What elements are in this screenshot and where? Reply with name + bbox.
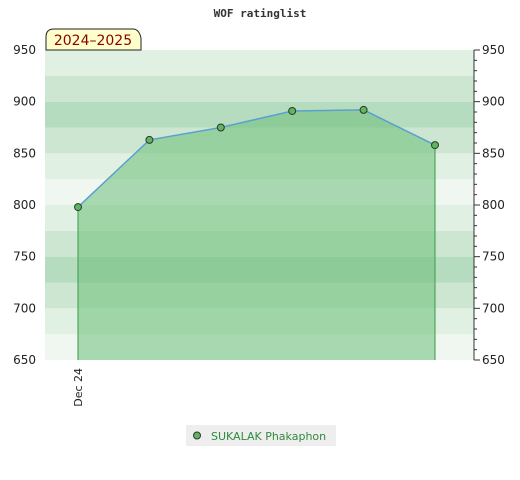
y-tick-left-850: 850 xyxy=(13,146,36,160)
y-tick-left-950: 950 xyxy=(13,43,36,57)
band-900 xyxy=(45,75,474,102)
chart-title: WOF ratinglist xyxy=(214,7,307,20)
data-point xyxy=(145,135,154,144)
y-tick-left-800: 800 xyxy=(13,198,36,212)
y-tick-right-800: 800 xyxy=(482,198,505,212)
data-point xyxy=(359,105,368,114)
legend-marker xyxy=(193,431,201,440)
y-tick-right-900: 900 xyxy=(482,95,505,109)
area-layer xyxy=(77,109,436,360)
y-tick-left-750: 750 xyxy=(13,250,36,264)
x-tick-label: Dec 24 xyxy=(72,368,85,407)
legend-series-label: SUKALAK Phakaphon xyxy=(211,430,326,443)
band-925 xyxy=(45,50,474,76)
season-badge-label: 2024–2025 xyxy=(54,33,132,49)
data-points xyxy=(74,105,439,212)
y-tick-left-700: 700 xyxy=(13,301,36,315)
axes: 650 650 700 700 750 750 800 800 850 850 900 900 950 9… xyxy=(13,43,505,407)
y-tick-left-900: 900 xyxy=(13,95,36,109)
y-tick-left-650: 650 xyxy=(13,353,36,367)
y-tick-right-700: 700 xyxy=(482,301,505,315)
data-point xyxy=(74,203,82,212)
y-tick-right-950: 950 xyxy=(482,43,505,57)
series-area xyxy=(78,109,435,360)
y-tick-right-850: 850 xyxy=(482,146,505,160)
data-point xyxy=(216,123,225,132)
y-tick-right-750: 750 xyxy=(482,250,505,264)
data-point xyxy=(431,141,439,150)
y-tick-right-650: 650 xyxy=(482,353,505,367)
series-line xyxy=(77,109,436,208)
data-point xyxy=(288,106,297,115)
season-badge: 2024–2025 xyxy=(45,28,142,51)
legend: SUKALAK Phakaphon xyxy=(186,425,336,446)
